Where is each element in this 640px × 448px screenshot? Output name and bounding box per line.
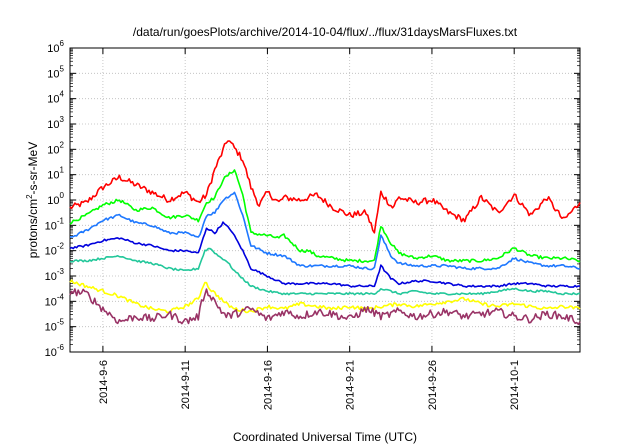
y-tick-label: 102: [47, 140, 64, 156]
series-line: [69, 288, 581, 326]
y-tick-label: 10-5: [45, 318, 65, 334]
chart-title: /data/run/goesPlots/archive/2014-10-04/f…: [133, 25, 518, 39]
series-line: [69, 279, 581, 314]
x-tick-label: 2014-9-11: [180, 360, 192, 409]
series-group: [69, 140, 581, 326]
y-tick-label: 100: [47, 191, 64, 207]
series-line: [69, 169, 581, 264]
series-line: [69, 247, 581, 296]
series-line: [69, 140, 581, 234]
y-tick-label: 10-3: [45, 267, 65, 283]
x-tick-label: 2014-9-21: [345, 360, 357, 410]
grid: [70, 48, 580, 352]
y-tick-label: 101: [47, 166, 64, 182]
y-axis: 10-6 10-5 10-4 10-3 10-2 10-1 100 101 102 103 104 1…: [45, 39, 580, 359]
y-tick-label: 105: [47, 64, 64, 80]
y-tick-label: 10-2: [45, 242, 65, 258]
x-tick-label: 2014-9-16: [262, 360, 274, 410]
x-axis-label: Coordinated Universal Time (UTC): [233, 430, 417, 444]
x-axis: 2014-9-6 2014-9-11 2014-9-16 2014-9-21 2014-…: [98, 48, 521, 410]
x-tick-label: 2014-9-6: [98, 360, 110, 404]
series-line: [69, 191, 581, 271]
y-axis-label: protons/cm2-s-sr-MeV: [25, 142, 40, 258]
y-tick-label: 10-1: [45, 216, 65, 232]
y-tick-label: 103: [47, 115, 64, 131]
x-tick-label: 2014-9-26: [427, 360, 439, 410]
y-tick-label: 10-6: [45, 343, 65, 359]
y-tick-label: 106: [47, 39, 64, 55]
x-tick-label: 2014-10-1: [509, 360, 521, 410]
y-tick-label: 104: [47, 90, 64, 106]
series-line: [69, 221, 581, 288]
y-tick-label: 10-4: [45, 292, 65, 308]
